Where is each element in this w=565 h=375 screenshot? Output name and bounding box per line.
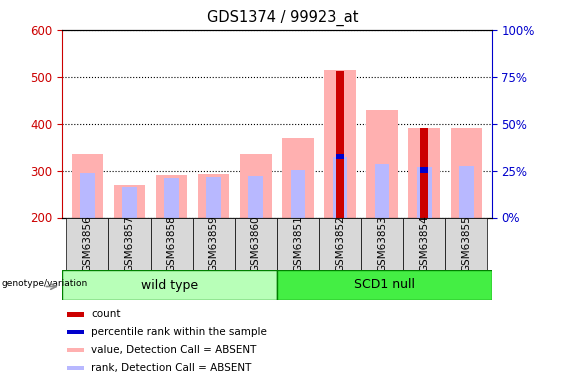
Bar [319,217,361,270]
Bar [403,217,445,270]
Bar [164,178,179,218]
Text: GSM63855: GSM63855 [461,215,471,272]
Bar [459,166,473,218]
Bar [62,270,277,300]
Bar [108,217,150,270]
Bar [336,154,344,159]
Text: GSM63854: GSM63854 [419,215,429,272]
Bar [277,217,319,270]
Bar [114,185,145,218]
Bar [450,128,482,217]
Text: GSM63857: GSM63857 [124,215,134,272]
Bar [67,330,84,334]
Bar [336,71,344,217]
Text: GSM63858: GSM63858 [167,215,177,272]
Bar [445,217,488,270]
Text: GDS1374 / 99923_at: GDS1374 / 99923_at [207,9,358,26]
Bar [277,270,492,300]
Bar [420,128,428,218]
Bar [408,128,440,218]
Bar [282,138,314,218]
Text: value, Detection Call = ABSENT: value, Detection Call = ABSENT [92,345,257,355]
Bar [324,70,356,217]
Bar [67,312,84,316]
Bar [80,173,95,217]
Bar [67,366,84,370]
Text: GSM63851: GSM63851 [293,215,303,272]
Bar [417,167,432,218]
Text: genotype/variation: genotype/variation [1,279,88,288]
Bar [290,170,305,217]
Bar [67,348,84,352]
Text: wild type: wild type [141,279,198,291]
Bar [72,154,103,218]
Bar [361,217,403,270]
Bar [366,110,398,218]
Bar [193,217,234,270]
Bar [156,176,188,217]
Bar [198,174,229,217]
Bar [333,157,347,218]
Text: GSM63860: GSM63860 [251,215,261,272]
Bar [375,164,389,218]
Bar [206,177,221,218]
Bar [66,217,108,270]
Text: GSM63852: GSM63852 [335,215,345,272]
Bar [249,176,263,218]
Text: SCD1 null: SCD1 null [354,279,415,291]
Text: percentile rank within the sample: percentile rank within the sample [92,327,267,337]
Bar [234,217,277,270]
Text: GSM63859: GSM63859 [208,215,219,272]
Text: rank, Detection Call = ABSENT: rank, Detection Call = ABSENT [92,363,252,373]
Bar [420,167,428,172]
Text: count: count [92,309,121,320]
Bar [240,154,272,218]
Bar [122,187,137,218]
Bar [150,217,193,270]
Text: GSM63853: GSM63853 [377,215,387,272]
Text: GSM63856: GSM63856 [82,215,93,272]
